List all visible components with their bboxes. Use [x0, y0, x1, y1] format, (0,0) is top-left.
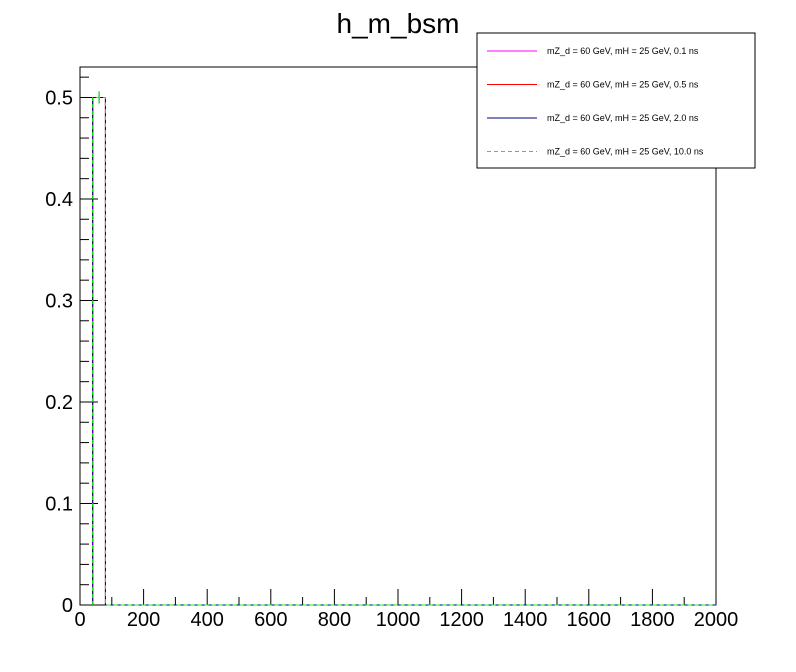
- legend-label: mZ_d = 60 GeV, mH = 25 GeV, 10.0 ns: [547, 147, 704, 157]
- x-tick-label: 0: [74, 609, 85, 631]
- legend-label: mZ_d = 60 GeV, mH = 25 GeV, 0.5 ns: [547, 80, 699, 90]
- legend-label: mZ_d = 60 GeV, mH = 25 GeV, 2.0 ns: [547, 113, 699, 123]
- y-tick-label: 0.2: [45, 392, 73, 414]
- x-tick-label: 1800: [630, 609, 675, 631]
- x-axis: 0 200 400 600 800 1000 1200 1400 1600 1800 2000: [74, 589, 738, 631]
- x-tick-label: 1200: [439, 609, 484, 631]
- histogram-line-series-0: [92, 96, 716, 606]
- y-tick-label: 0.5: [45, 87, 73, 109]
- histogram-line-series-3: [92, 96, 716, 606]
- x-tick-label: 2000: [694, 609, 739, 631]
- legend-label: mZ_d = 60 GeV, mH = 25 GeV, 0.1 ns: [547, 46, 699, 56]
- y-tick-label: 0: [62, 595, 73, 617]
- y-tick-label: 0.3: [45, 290, 73, 312]
- y-tick-label: 0.4: [45, 189, 73, 211]
- histogram-line-series-1: [92, 96, 716, 606]
- x-tick-label: 1000: [376, 609, 421, 631]
- legend: mZ_d = 60 GeV, mH = 25 GeV, 0.1 ns mZ_d =…: [476, 32, 756, 169]
- histogram-line-series-2: [92, 96, 716, 606]
- x-tick-label: 800: [318, 609, 351, 631]
- x-tick-label: 1400: [503, 609, 548, 631]
- y-tick-label: 0.1: [45, 493, 73, 515]
- histogram-series: [92, 91, 716, 606]
- x-tick-label: 600: [254, 609, 287, 631]
- legend-box: [476, 32, 756, 169]
- x-tick-label: 200: [127, 609, 160, 631]
- x-tick-label: 400: [191, 609, 224, 631]
- chart-title: h_m_bsm: [337, 8, 460, 39]
- y-axis: 0 0.1 0.2 0.3 0.4 0.5: [45, 76, 98, 617]
- x-tick-label: 1600: [567, 609, 612, 631]
